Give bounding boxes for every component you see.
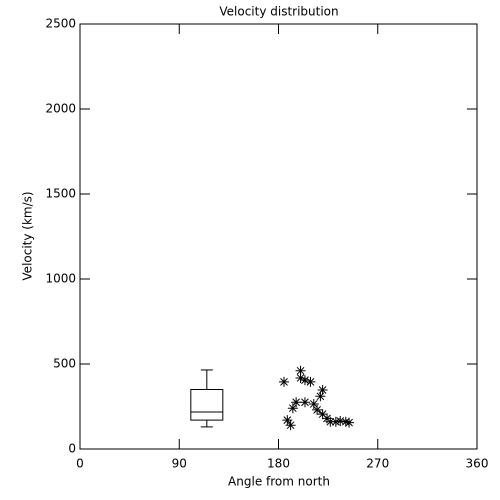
asterisk-marker bbox=[317, 385, 328, 396]
asterisk-marker bbox=[299, 375, 310, 386]
asterisk-marker bbox=[279, 376, 290, 387]
asterisk-marker bbox=[340, 416, 351, 427]
y-tick-label: 1000 bbox=[45, 272, 76, 286]
y-tick-label: 2000 bbox=[45, 102, 76, 116]
plot-frame bbox=[79, 23, 478, 450]
x-tick-label: 90 bbox=[172, 457, 187, 471]
box bbox=[190, 389, 224, 421]
asterisk-marker bbox=[299, 397, 310, 408]
chart-title: Velocity distribution bbox=[219, 5, 338, 19]
asterisk-marker bbox=[305, 376, 316, 387]
asterisk-marker bbox=[344, 417, 355, 428]
y-axis-label: Velocity (km/s) bbox=[21, 191, 35, 280]
asterisk-marker bbox=[325, 416, 336, 427]
y-tick-label: 500 bbox=[53, 357, 76, 371]
asterisk-marker bbox=[312, 404, 323, 415]
asterisk-marker bbox=[308, 398, 319, 409]
asterisk-marker bbox=[282, 415, 293, 426]
x-tick-label: 180 bbox=[267, 457, 290, 471]
x-axis-label: Angle from north bbox=[228, 475, 330, 489]
asterisk-marker bbox=[295, 372, 306, 383]
asterisk-marker bbox=[317, 409, 328, 420]
y-tick-label: 2500 bbox=[45, 17, 76, 31]
asterisk-marker bbox=[330, 416, 341, 427]
y-tick-label: 0 bbox=[68, 442, 76, 456]
asterisk-marker bbox=[315, 391, 326, 402]
asterisk-marker bbox=[285, 420, 296, 431]
asterisk-marker bbox=[335, 415, 346, 426]
asterisk-marker bbox=[287, 403, 298, 414]
asterisk-marker bbox=[291, 397, 302, 408]
asterisk-marker bbox=[295, 365, 306, 376]
y-tick-label: 1500 bbox=[45, 187, 76, 201]
x-tick-label: 360 bbox=[466, 457, 489, 471]
x-tick-label: 0 bbox=[76, 457, 84, 471]
x-tick-label: 270 bbox=[366, 457, 389, 471]
